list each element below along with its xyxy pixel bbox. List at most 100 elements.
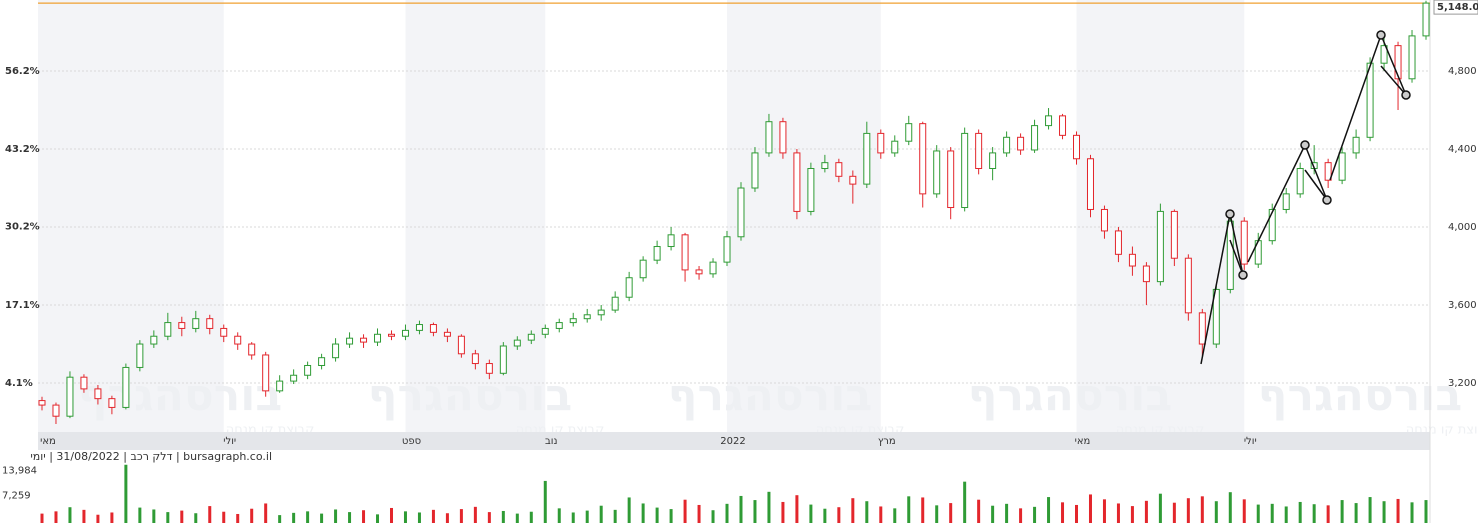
y2-tick-label: 43.2%: [5, 144, 40, 155]
volume-bar: [907, 496, 911, 523]
candle-body: [1156, 210, 1164, 283]
candle-body: [415, 324, 423, 331]
candle-body: [485, 363, 493, 374]
volume-bar: [1186, 498, 1190, 523]
volume-bar: [1158, 493, 1162, 523]
watermark: בורסהגרף: [1258, 370, 1462, 421]
candle-body: [429, 324, 437, 333]
volume-bar: [823, 508, 827, 523]
y2-tick-label: 30.2%: [5, 222, 40, 233]
volume-bar: [893, 508, 897, 523]
candle-body: [1226, 220, 1234, 290]
volume-bar: [515, 513, 519, 523]
candle-body: [1170, 210, 1178, 259]
candle-body: [947, 150, 955, 209]
candle-body: [1073, 134, 1081, 160]
candle-body: [52, 404, 60, 417]
candle-body: [1240, 220, 1248, 265]
candle-body: [961, 132, 969, 209]
volume-bar: [711, 510, 715, 523]
volume-bar: [1326, 505, 1330, 523]
candle-body: [1128, 253, 1136, 267]
candle-body: [681, 234, 689, 271]
candle-body: [891, 140, 899, 154]
candle-body: [248, 343, 256, 356]
volume-bar: [1200, 496, 1204, 523]
volume-bar: [1116, 503, 1120, 523]
volume-bar: [236, 513, 240, 523]
y2-tick-label: 4.1%: [5, 378, 33, 389]
volume-bar: [208, 506, 212, 523]
volume-bar: [417, 512, 421, 523]
volume-bar: [320, 513, 324, 523]
volume-bar: [1298, 501, 1302, 523]
candle-body: [1352, 136, 1360, 154]
volume-bar: [501, 510, 505, 523]
volume-bar: [431, 509, 435, 523]
volume-bar: [1075, 504, 1079, 523]
volume-bar: [82, 509, 86, 523]
candle-body: [709, 261, 717, 275]
watermark: בורסהגרף: [78, 370, 282, 421]
candle-body: [206, 318, 214, 329]
volume-bar: [1061, 502, 1065, 523]
volume-bar: [124, 464, 128, 523]
volume-bar: [1102, 499, 1106, 523]
candle-body: [1212, 288, 1220, 345]
volume-bar: [585, 510, 589, 523]
candle-body: [332, 343, 340, 359]
volume-bar: [110, 512, 114, 523]
volume-bar: [376, 514, 380, 523]
volume-bar: [278, 515, 282, 523]
watermark: בורסהגרף: [668, 370, 872, 421]
volume-bar: [1144, 500, 1148, 523]
volume-bar: [1368, 497, 1372, 523]
candle-body: [779, 121, 787, 154]
candle-body: [569, 318, 577, 324]
volume-bar: [1340, 500, 1344, 523]
volume-bar: [1256, 504, 1260, 523]
volume-bar: [1242, 499, 1246, 523]
candle-body: [1380, 45, 1388, 64]
candle-body: [611, 296, 619, 311]
x-tick-label: מאי: [40, 436, 56, 447]
candle-body: [387, 333, 395, 337]
candle-body: [695, 269, 703, 275]
volume-bar: [1312, 504, 1316, 523]
candle-body: [80, 376, 88, 390]
volume-bar: [1019, 508, 1023, 523]
volume-bar: [613, 509, 617, 523]
candle-body: [164, 322, 172, 337]
candle-body: [262, 354, 270, 392]
volume-bar: [1130, 506, 1134, 523]
candle-body: [276, 380, 284, 392]
volume-bar: [1047, 497, 1051, 523]
candle-body: [1114, 230, 1122, 255]
candle-body: [1100, 208, 1108, 232]
watermark: בורסהגרף: [968, 370, 1172, 421]
candle-body: [66, 376, 74, 417]
last-price-label: 5,148.00: [1437, 2, 1478, 13]
volume-bar: [795, 495, 799, 523]
volume-bar: [529, 511, 533, 523]
volume-bar: [977, 499, 981, 523]
volume-bar: [487, 512, 491, 523]
candle-body: [1324, 162, 1332, 181]
volume-bar: [306, 511, 310, 523]
candle-body: [877, 132, 885, 154]
volume-bar: [1270, 503, 1274, 523]
volume-bar: [683, 499, 687, 523]
volume-bar: [1410, 502, 1414, 523]
x-tick-label: מרץ: [878, 436, 896, 447]
candle-body: [150, 335, 158, 345]
candle-body: [751, 152, 759, 189]
candle-body: [1268, 208, 1276, 242]
candle-body: [527, 333, 535, 341]
volume-bar: [879, 506, 883, 523]
candle-body: [457, 335, 465, 355]
candle-body: [1422, 2, 1430, 37]
volume-bar: [445, 513, 449, 523]
volume-bar: [1284, 506, 1288, 523]
volume-bar: [152, 509, 156, 523]
